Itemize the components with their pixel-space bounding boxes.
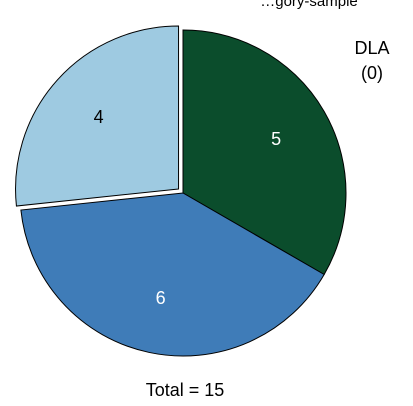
pie-slice-value-2: 6 [156,288,166,308]
dla-annotation-line1: DLA [354,38,389,58]
pie-slice-1 [182,29,347,276]
pie-slices [15,25,347,357]
dla-annotation-line2: (0) [361,63,383,83]
pie-slice-3 [15,25,180,207]
pie-slice-labels: 5 6 4 [94,107,282,308]
total-label: Total = 15 [146,380,225,400]
pie-slice-value-1: 5 [271,129,281,149]
pie-slice-value-3: 4 [94,107,104,127]
pie-slice-2 [20,192,325,357]
chart-top-text: …gory-sample [260,0,358,10]
